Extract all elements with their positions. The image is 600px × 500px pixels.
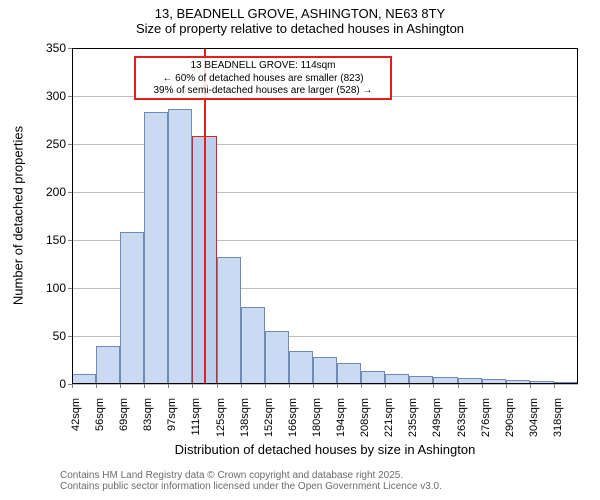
y-tick-label: 150 bbox=[32, 233, 66, 247]
axis-border bbox=[72, 48, 578, 49]
histogram-bar bbox=[289, 351, 313, 384]
y-tick-mark bbox=[68, 48, 72, 49]
x-tick-mark bbox=[192, 384, 193, 388]
x-tick-mark bbox=[241, 384, 242, 388]
histogram-bar bbox=[96, 346, 120, 384]
x-tick-label: 276sqm bbox=[480, 398, 492, 448]
x-tick-mark bbox=[168, 384, 169, 388]
y-tick-label: 350 bbox=[32, 41, 66, 55]
x-tick-label: 263sqm bbox=[456, 398, 468, 448]
x-tick-label: 152sqm bbox=[263, 398, 275, 448]
histogram-bar bbox=[144, 112, 168, 384]
x-tick-mark bbox=[337, 384, 338, 388]
annotation-line3: 39% of semi-detached houses are larger (… bbox=[140, 85, 386, 98]
x-tick-mark bbox=[96, 384, 97, 388]
y-tick-label: 100 bbox=[32, 281, 66, 295]
x-tick-label: 166sqm bbox=[287, 398, 299, 448]
y-tick-mark bbox=[68, 288, 72, 289]
x-tick-label: 304sqm bbox=[528, 398, 540, 448]
histogram-bar bbox=[120, 232, 144, 384]
histogram-bar bbox=[217, 257, 241, 384]
chart-container: 13, BEADNELL GROVE, ASHINGTON, NE63 8TYS… bbox=[0, 0, 600, 500]
x-tick-mark bbox=[217, 384, 218, 388]
histogram-bar bbox=[241, 307, 265, 384]
histogram-bar bbox=[361, 371, 385, 384]
y-tick-mark bbox=[68, 192, 72, 193]
x-tick-mark bbox=[289, 384, 290, 388]
chart-title-line1: 13, BEADNELL GROVE, ASHINGTON, NE63 8TY bbox=[0, 6, 600, 21]
x-tick-mark bbox=[313, 384, 314, 388]
x-tick-mark bbox=[433, 384, 434, 388]
axis-border bbox=[577, 48, 578, 384]
annotation-box: 13 BEADNELL GROVE: 114sqm← 60% of detach… bbox=[134, 56, 392, 100]
x-tick-mark bbox=[554, 384, 555, 388]
y-tick-mark bbox=[68, 96, 72, 97]
y-tick-mark bbox=[68, 240, 72, 241]
x-tick-mark bbox=[265, 384, 266, 388]
grid-line bbox=[72, 384, 578, 385]
x-tick-mark bbox=[458, 384, 459, 388]
x-tick-label: 83sqm bbox=[142, 398, 154, 448]
x-tick-label: 125sqm bbox=[215, 398, 227, 448]
histogram-bar bbox=[337, 363, 361, 384]
x-tick-label: 235sqm bbox=[407, 398, 419, 448]
x-tick-mark bbox=[120, 384, 121, 388]
x-tick-label: 97sqm bbox=[166, 398, 178, 448]
x-tick-mark bbox=[506, 384, 507, 388]
x-tick-mark bbox=[482, 384, 483, 388]
y-tick-label: 250 bbox=[32, 137, 66, 151]
x-tick-mark bbox=[530, 384, 531, 388]
chart-title-line2: Size of property relative to detached ho… bbox=[0, 21, 600, 36]
x-tick-mark bbox=[409, 384, 410, 388]
x-tick-mark bbox=[72, 384, 73, 388]
x-tick-label: 290sqm bbox=[504, 398, 516, 448]
axis-border bbox=[72, 383, 578, 384]
y-tick-label: 200 bbox=[32, 185, 66, 199]
y-tick-mark bbox=[68, 144, 72, 145]
x-tick-label: 221sqm bbox=[383, 398, 395, 448]
footer-line2: Contains public sector information licen… bbox=[60, 481, 442, 492]
x-tick-label: 69sqm bbox=[118, 398, 130, 448]
chart-title: 13, BEADNELL GROVE, ASHINGTON, NE63 8TYS… bbox=[0, 6, 600, 36]
y-axis-title: Number of detached properties bbox=[11, 116, 26, 316]
y-tick-mark bbox=[68, 336, 72, 337]
footer-line1: Contains HM Land Registry data © Crown c… bbox=[60, 470, 442, 481]
x-tick-label: 56sqm bbox=[94, 398, 106, 448]
y-tick-label: 50 bbox=[32, 329, 66, 343]
histogram-bar bbox=[265, 331, 289, 384]
y-tick-label: 0 bbox=[32, 377, 66, 391]
x-tick-label: 111sqm bbox=[190, 398, 202, 448]
histogram-bar bbox=[313, 357, 337, 384]
annotation-line1: 13 BEADNELL GROVE: 114sqm bbox=[140, 60, 386, 73]
x-tick-label: 138sqm bbox=[239, 398, 251, 448]
x-tick-label: 249sqm bbox=[431, 398, 443, 448]
x-tick-mark bbox=[385, 384, 386, 388]
histogram-bar bbox=[168, 109, 192, 384]
x-tick-label: 318sqm bbox=[552, 398, 564, 448]
x-tick-label: 194sqm bbox=[335, 398, 347, 448]
axis-border bbox=[72, 48, 73, 384]
annotation-line2: ← 60% of detached houses are smaller (82… bbox=[140, 73, 386, 86]
footer-attribution: Contains HM Land Registry data © Crown c… bbox=[60, 470, 442, 492]
x-axis-title: Distribution of detached houses by size … bbox=[72, 442, 578, 457]
x-tick-mark bbox=[361, 384, 362, 388]
x-tick-mark bbox=[144, 384, 145, 388]
y-tick-label: 300 bbox=[32, 89, 66, 103]
x-tick-label: 180sqm bbox=[311, 398, 323, 448]
x-tick-label: 42sqm bbox=[70, 398, 82, 448]
x-tick-label: 208sqm bbox=[359, 398, 371, 448]
